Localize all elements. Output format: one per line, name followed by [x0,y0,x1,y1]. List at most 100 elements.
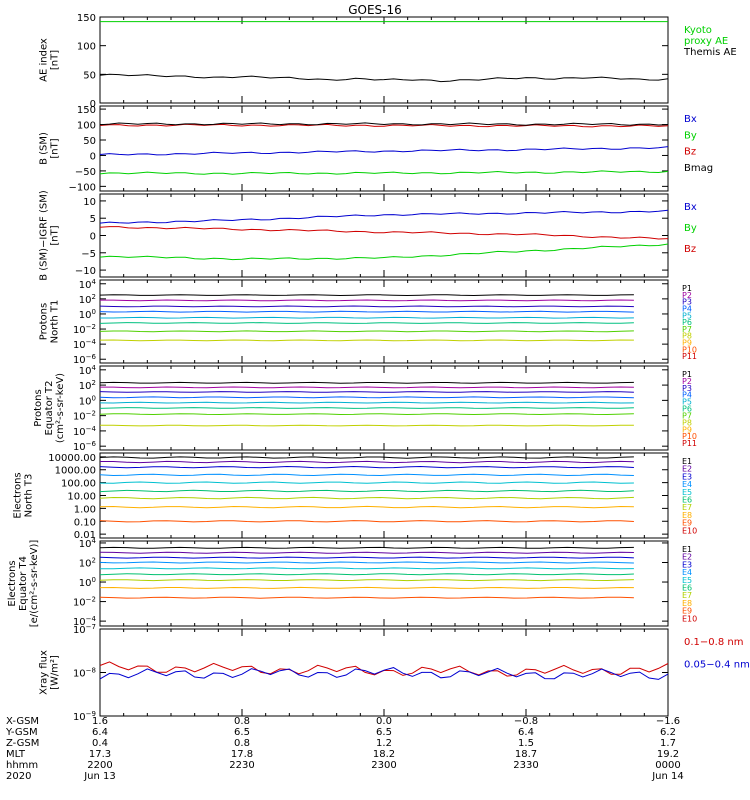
y-tick-label: 0 [90,151,96,162]
x-axis-row-label: Y-GSM [5,727,38,738]
y-tick-label: −5 [81,249,96,260]
channel-label: P7 [682,325,692,334]
channel-label: E10 [682,526,697,535]
channel-line-E1 [99,546,634,549]
series-line-Bz [99,226,669,240]
y-tick-label: 100 [77,121,96,132]
series-line-0.1−0.8 nm [99,661,669,677]
channel-label: P3 [682,384,692,393]
y-axis-label: [nT] [50,138,61,158]
channel-label: E8 [682,599,692,608]
y-tick-label: 100 [77,42,96,53]
legend-label: 0.1−0.8 nm [684,637,743,648]
channel-label: P8 [682,332,692,341]
y-tick-label: 10.00 [67,492,96,503]
y-tick-label: 102 [79,556,96,569]
channel-label: E3 [682,560,692,569]
legend-label: Bx [684,114,697,125]
x-axis-value: 19.2 [657,749,679,760]
channel-label: P6 [682,405,692,414]
channel-label: E5 [682,576,692,585]
y-tick-label: −10 [75,266,96,277]
y-tick-label: 10−2 [73,410,96,423]
series-line-Themis AE [99,73,669,83]
panel-5: 104 102 100 10−2 10−4 10−6 Protons Equator T2 (c… [33,364,697,453]
x-axis-value: 6.4 [518,727,534,738]
legend-label: Kyoto [684,25,712,36]
channel-line-P1 [99,294,634,297]
channel-label: E6 [682,584,692,593]
x-axis-value: 18.7 [515,749,537,760]
channel-label: E2 [682,465,692,474]
channel-line-P5 [100,316,634,319]
channel-label: E1 [682,545,692,554]
y-axis-label: AE index [39,38,50,82]
y-axis-label: Electrons [7,560,18,606]
x-axis-value: 6.5 [376,727,392,738]
channel-label: E7 [682,591,692,600]
channel-label: P11 [682,439,697,448]
channel-label: P11 [682,352,697,361]
channel-label: E10 [682,614,697,623]
y-tick-label: 10−4 [73,338,97,351]
y-tick-label: 102 [79,379,96,392]
channel-label: P4 [682,391,692,400]
legend-label: Themis AE [683,47,737,58]
y-tick-label: 100 [79,576,96,589]
channel-label: E3 [682,472,692,481]
y-tick-label: 100 [79,308,96,321]
channel-line-E3 [99,465,634,469]
channel-label: E8 [682,511,692,520]
channel-line-E7 [99,496,634,500]
x-axis-value: 1.7 [660,738,676,749]
x-axis-value: 17.3 [89,749,111,760]
x-axis-value: −0.8 [514,716,538,727]
y-axis-label: Protons [39,303,50,340]
channel-label: E9 [682,607,692,616]
y-axis-label: [e/(cm²-s-sr-keV)] [29,540,40,628]
y-tick-label: 10−2 [73,323,96,336]
panel-frame [99,628,669,717]
series-line-Bx [99,209,669,224]
y-axis-label: [nT] [50,50,61,70]
legend-label: Bz [684,147,696,158]
y-tick-label: 150 [77,105,96,116]
channel-label: E2 [682,553,692,562]
series-line-Bz [99,123,669,128]
channel-label: P2 [682,291,692,300]
channel-label: E4 [682,568,692,577]
channel-line-P6 [99,407,634,409]
x-axis-value: 6.5 [234,727,250,738]
channel-line-E6 [99,573,634,576]
y-tick-label: −100 [69,182,96,193]
x-axis-value: 1.5 [518,738,534,749]
channel-label: P4 [682,304,692,313]
x-axis-value: 17.8 [231,749,253,760]
panel-3: 10 5 0 −5 −10 B (SM)−IGRF (SM) [nT] Bx By Bz [39,190,697,281]
series-line-By [99,243,669,261]
channel-line-P8 [99,424,634,427]
channel-line-E8 [99,586,634,589]
y-tick-label: 0.10 [74,517,96,528]
y-axis-label: [W/m²] [50,655,61,690]
channel-line-E4 [99,473,634,477]
x-axis-row-label: 2020 [6,771,31,782]
legend-label: 0.05−0.4 nm [684,659,750,670]
x-axis-value: Jun 14 [651,771,684,782]
channel-line-P2 [100,386,634,389]
y-tick-label: 104 [79,537,97,550]
y-axis-label: (cm²-s-sr-keV) [55,373,66,443]
y-axis-label: North T3 [24,474,35,518]
y-axis-label: Equator T4 [18,556,29,611]
channel-label: E6 [682,496,692,505]
x-axis-row-label: Z-GSM [6,738,39,749]
y-axis-label: [nT] [50,225,61,245]
channel-label: P2 [682,377,692,386]
y-axis-label: B (SM) [39,132,50,165]
x-axis-row-label: MLT [6,749,26,760]
channel-line-P2 [100,299,634,302]
